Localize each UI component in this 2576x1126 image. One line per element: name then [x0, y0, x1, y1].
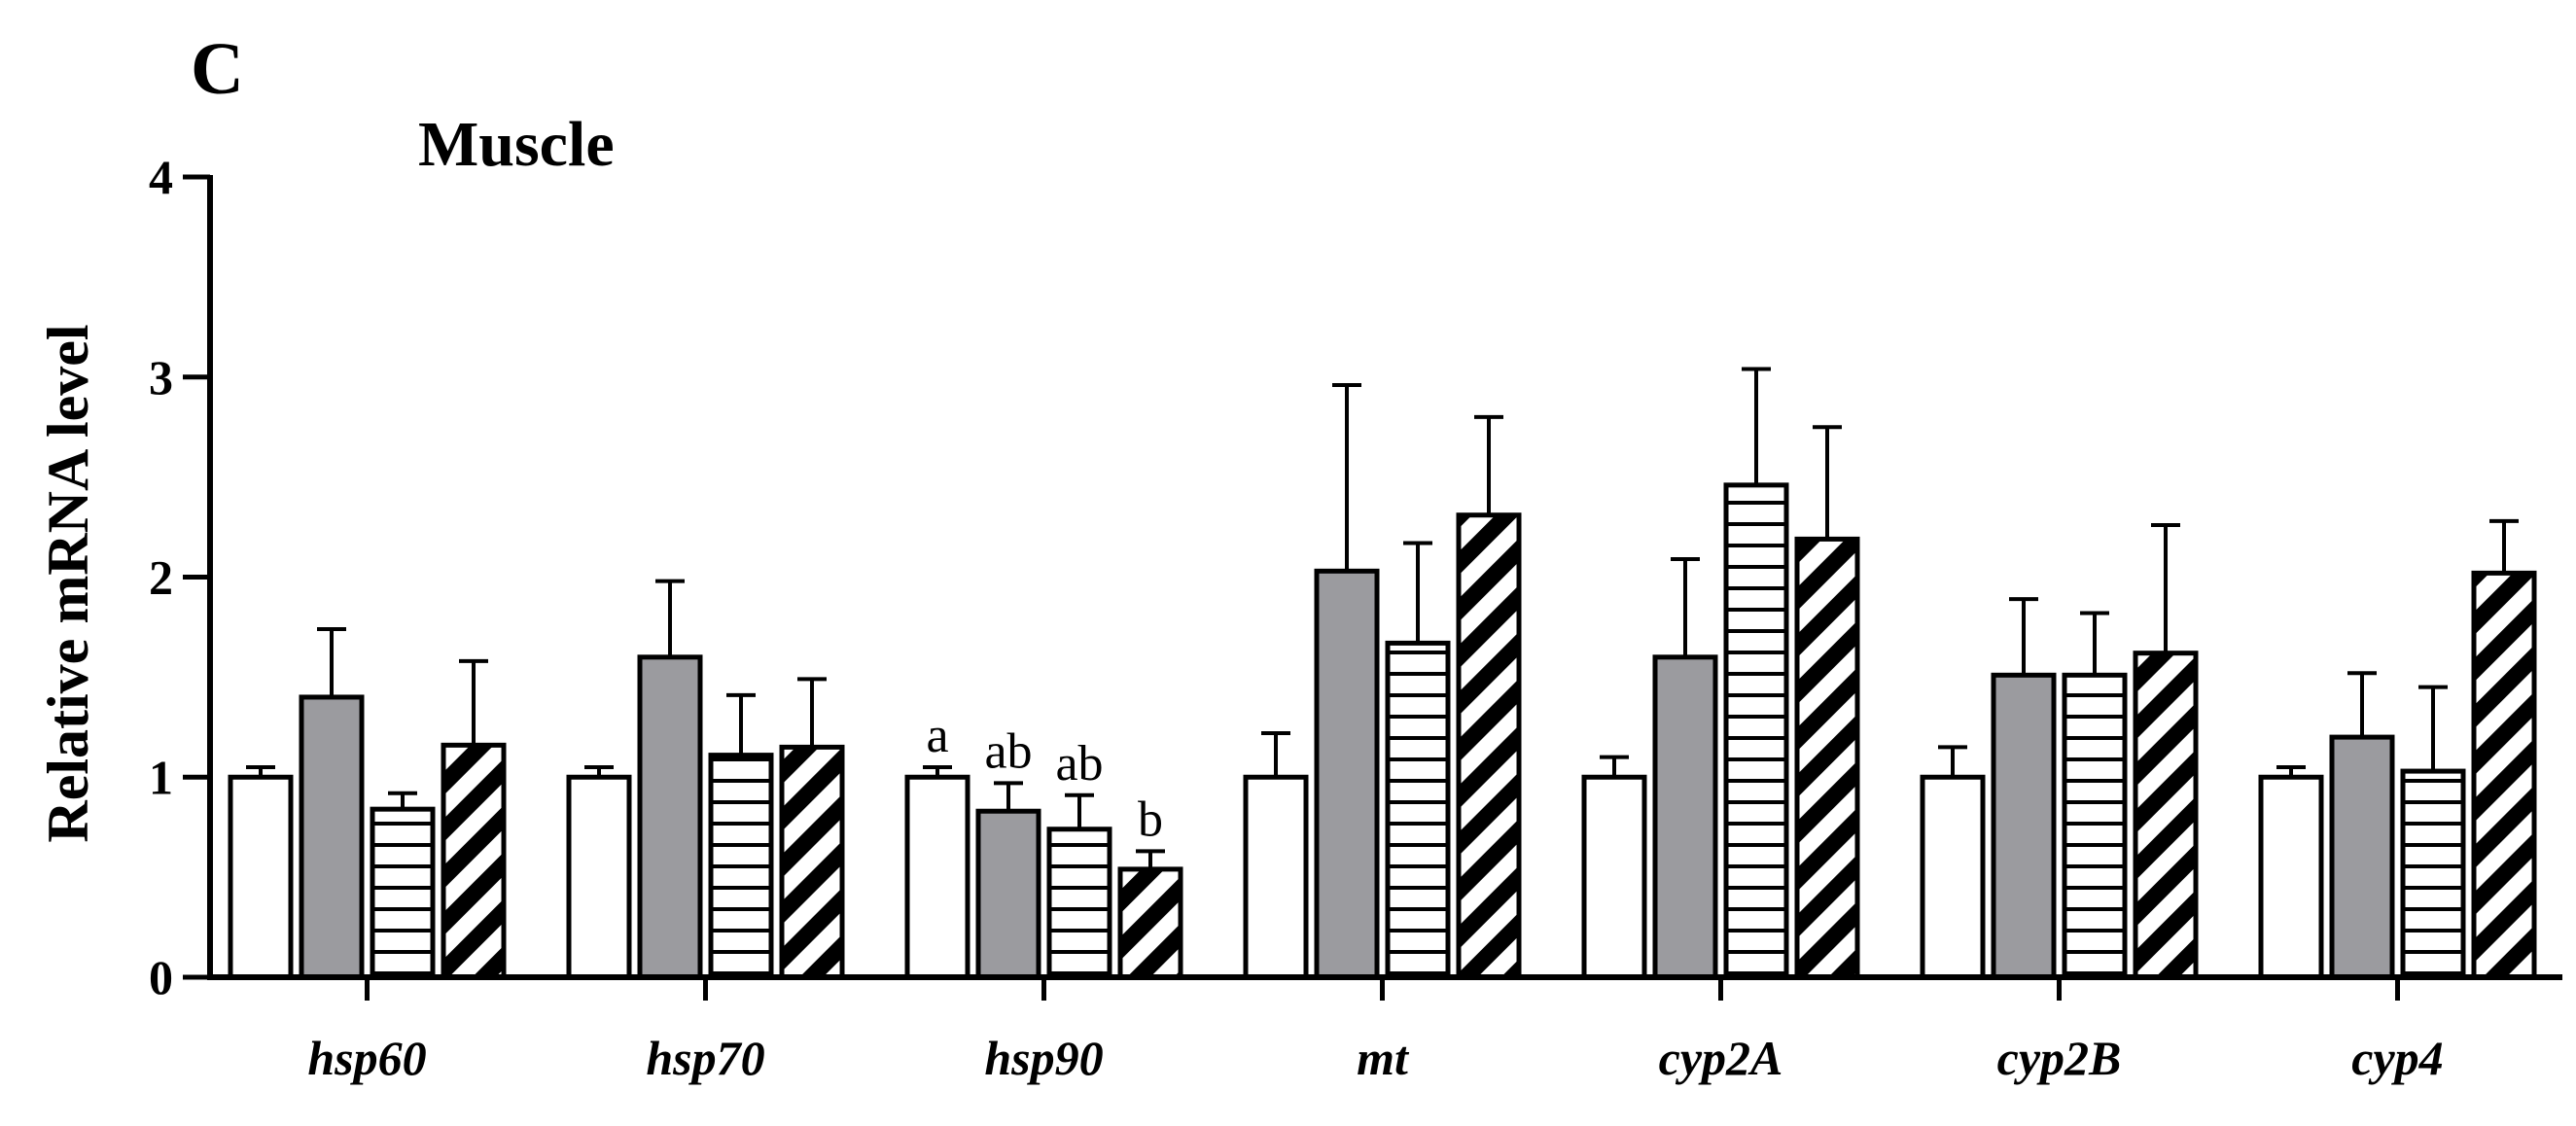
significance-label-hsp90-1: a [926, 708, 948, 763]
y-tick-label-3: 3 [149, 350, 173, 405]
bar-hsp90-2 [975, 808, 1041, 980]
bar-cyp4-3 [2400, 768, 2466, 980]
bar-hsp60-2 [299, 694, 365, 980]
x-tick-label-hsp90: hsp90 [984, 1031, 1103, 1085]
bar-cyp4-2 [2329, 734, 2395, 980]
significance-labels-layer: a ab abb [926, 708, 1163, 847]
bar-mt-3 [1385, 640, 1451, 980]
x-tick-label-hsp70: hsp70 [646, 1031, 764, 1085]
bar-cyp2A-2 [1652, 654, 1718, 980]
bar-cyp2A-1 [1581, 774, 1647, 980]
x-tick-label-hsp60: hsp60 [307, 1031, 426, 1085]
x-tick-label-cyp2A: cyp2A [1659, 1031, 1783, 1085]
bar-mt-4 [1456, 512, 1522, 980]
bar-hsp70-3 [708, 753, 774, 980]
significance-label-hsp90-2: ab [984, 723, 1032, 779]
bar-hsp70-1 [566, 774, 632, 980]
bar-hsp70-2 [637, 654, 703, 980]
bar-hsp60-4 [441, 742, 507, 980]
significance-label-hsp90-4: b [1138, 792, 1163, 847]
bar-cyp2A-4 [1794, 536, 1860, 980]
bar-hsp90-3 [1046, 827, 1112, 980]
bar-cyp2B-1 [1920, 774, 1986, 980]
bar-mt-1 [1243, 774, 1309, 980]
bar-hsp60-3 [370, 806, 436, 980]
y-tick-label-0: 0 [149, 950, 173, 1004]
bar-cyp2A-3 [1723, 482, 1789, 980]
x-tick-label-mt: mt [1357, 1031, 1410, 1085]
y-axis-label: Relative mRNA level [36, 324, 100, 842]
bar-hsp90-1 [904, 774, 970, 980]
bar-mt-2 [1314, 568, 1380, 980]
x-tick-label-cyp4: cyp4 [2351, 1031, 2443, 1085]
bars-layer [228, 482, 2537, 980]
y-tick-label-4: 4 [149, 150, 173, 204]
bar-cyp2B-3 [2062, 672, 2128, 980]
y-tick-label-1: 1 [149, 750, 173, 804]
panel-letter: C [191, 28, 244, 110]
bar-hsp70-4 [779, 744, 845, 980]
bar-cyp2B-2 [1991, 672, 2057, 980]
significance-label-hsp90-3: ab [1055, 736, 1103, 792]
bar-cyp2B-4 [2133, 651, 2199, 980]
bar-hsp90-4 [1117, 866, 1183, 980]
bar-cyp4-4 [2471, 570, 2537, 980]
bar-hsp60-1 [228, 774, 294, 980]
bar-cyp4-1 [2258, 774, 2324, 980]
axes-layer: hsp60 hsp70 hsp90 mt cyp2A cyp2B cyp4 0 1 2 3 4 [149, 150, 2562, 1085]
error-bars-layer [246, 367, 2519, 869]
y-tick-label-2: 2 [149, 550, 173, 605]
x-tick-label-cyp2B: cyp2B [1997, 1031, 2122, 1085]
chart-title: Muscle [418, 109, 615, 180]
